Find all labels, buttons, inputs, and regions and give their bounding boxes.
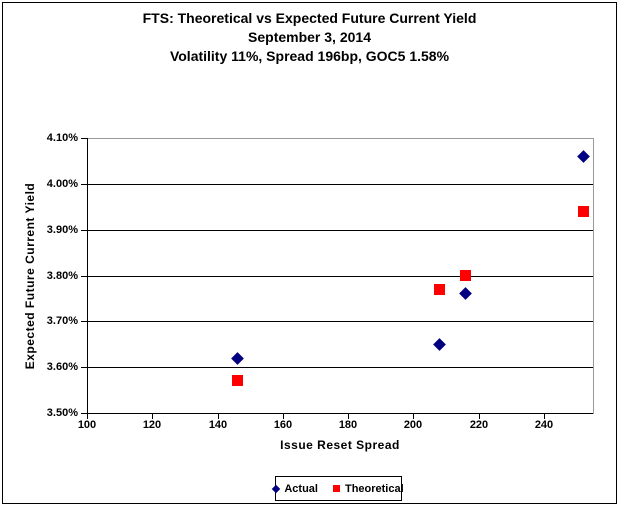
data-point-actual (230, 351, 244, 365)
y-axis-line (87, 138, 88, 413)
legend: Actual Theoretical (272, 476, 404, 501)
y-tick-label: 3.60% (46, 361, 78, 373)
x-tick-label: 140 (208, 419, 228, 431)
x-tick-label: 160 (273, 419, 293, 431)
x-tick-mark (152, 413, 153, 419)
x-tick-label: 120 (142, 419, 162, 431)
x-tick-mark (87, 413, 88, 419)
data-point-theoretical (577, 205, 589, 217)
square-icon (332, 485, 340, 492)
y-tick-label: 3.80% (46, 270, 78, 282)
x-tick-mark (218, 413, 219, 419)
x-tick-label: 240 (534, 419, 554, 431)
y-tick-mark (81, 138, 87, 139)
legend-item-actual: Actual (272, 482, 318, 495)
chart-border (2, 2, 617, 504)
gridline (87, 138, 593, 139)
y-tick-label: 4.10% (46, 132, 78, 144)
y-axis-title: Expected Future Current Yield (23, 182, 37, 370)
y-tick-label: 3.90% (46, 224, 78, 236)
gridline (87, 276, 593, 277)
y-tick-mark (81, 367, 87, 368)
plot-right-border (593, 138, 594, 414)
chart-subtitle-params: Volatility 11%, Spread 196bp, GOC5 1.58% (169, 48, 450, 64)
y-tick-mark (81, 413, 87, 414)
x-tick-label: 220 (469, 419, 489, 431)
y-tick-mark (81, 184, 87, 185)
x-tick-label: 180 (338, 419, 358, 431)
x-axis-line (87, 413, 593, 414)
x-tick-label: 200 (403, 419, 423, 431)
gridline (87, 230, 593, 231)
x-tick-mark (413, 413, 414, 419)
y-tick-label: 3.70% (46, 315, 78, 327)
data-point-theoretical (460, 270, 472, 281)
y-tick-label: 3.50% (46, 407, 78, 419)
chart-title-block: FTS: Theoretical vs Expected Future Curr… (0, 9, 619, 66)
gridline (87, 321, 593, 322)
legend-item-theoretical: Theoretical (332, 482, 404, 495)
legend-label-theoretical: Theoretical (344, 482, 404, 495)
data-point-actual (433, 337, 446, 351)
diamond-icon (272, 484, 281, 493)
data-point-actual (576, 149, 590, 163)
y-tick-label: 4.00% (46, 178, 78, 190)
chart-subtitle-date: September 3, 2014 (248, 29, 371, 45)
x-tick-mark (479, 413, 480, 419)
x-axis-title: Issue Reset Spread (280, 438, 400, 452)
y-tick-mark (81, 230, 87, 231)
data-point-actual (459, 287, 473, 301)
x-tick-label: 100 (77, 419, 97, 431)
x-tick-mark (348, 413, 349, 419)
legend-label-actual: Actual (284, 482, 318, 495)
x-tick-mark (544, 413, 545, 419)
y-tick-mark (81, 276, 87, 277)
chart-title: FTS: Theoretical vs Expected Future Curr… (142, 10, 477, 26)
gridline (87, 184, 593, 185)
gridline (87, 367, 593, 368)
x-tick-mark (283, 413, 284, 419)
y-tick-mark (81, 321, 87, 322)
data-point-theoretical (231, 375, 243, 387)
data-point-theoretical (434, 283, 446, 295)
